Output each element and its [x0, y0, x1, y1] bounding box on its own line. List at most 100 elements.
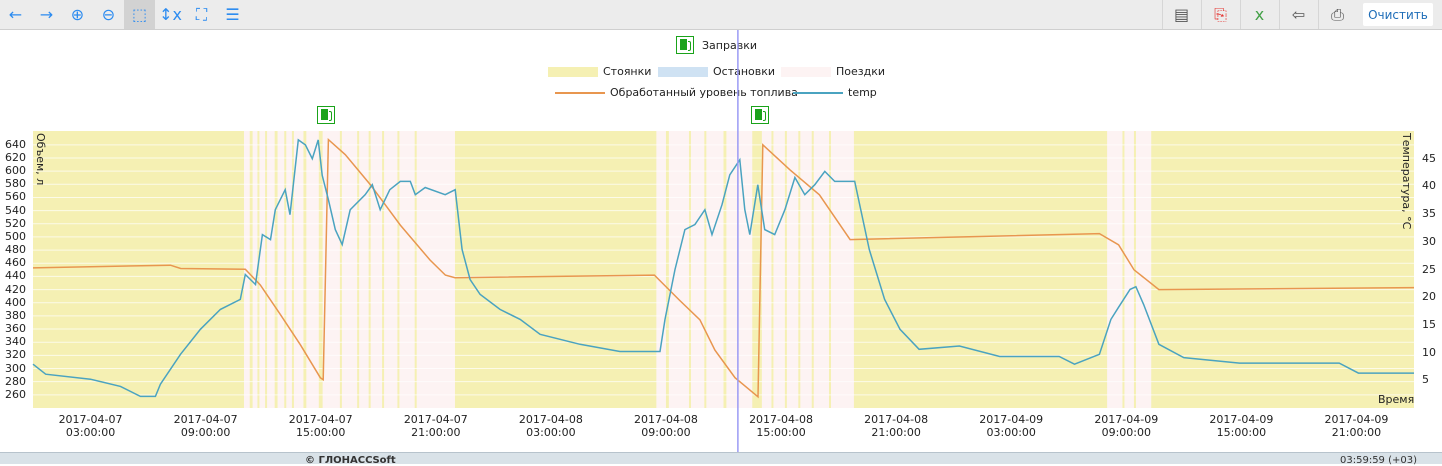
zoom-select-icon[interactable]: ⬚	[124, 0, 155, 29]
y-left-tick: 360	[5, 322, 26, 336]
y-right-tick: 25	[1422, 262, 1436, 276]
parking-band	[303, 131, 307, 408]
x-axis-label: Время	[1378, 393, 1415, 406]
x-tick: 2017-04-09 15:00:00	[1209, 413, 1274, 439]
y-right-tick: 10	[1422, 345, 1436, 359]
refuel-marker-icon[interactable]	[317, 106, 336, 124]
zoom-in-icon[interactable]: ⊕	[70, 5, 85, 24]
x-tick: 2017-04-08 03:00:00	[518, 413, 583, 439]
y-right-tick: 30	[1422, 234, 1436, 248]
legend-fuel[interactable]: Обработанный уровень топлива	[555, 86, 798, 99]
y-left-tick: 560	[5, 190, 26, 204]
x-tick: 2017-04-08 21:00:00	[864, 413, 929, 439]
trips-swatch	[781, 66, 831, 77]
zoom-out-icon[interactable]: ⊖	[101, 5, 116, 24]
parking-band	[257, 131, 260, 408]
y-right-tick: 20	[1422, 290, 1436, 304]
axis-x-icon[interactable]: ↕x	[159, 5, 182, 24]
y-right-tick: 45	[1422, 151, 1436, 165]
trip-band	[761, 131, 854, 408]
parking-swatch	[548, 66, 598, 77]
legend-parking-label: Стоянки	[603, 65, 652, 78]
copyright: © ГЛОНАССSoft	[305, 455, 396, 466]
y-left-tick: 540	[5, 203, 26, 217]
x-tick: 2017-04-07 21:00:00	[403, 413, 468, 439]
arrow-left-icon[interactable]: ←	[8, 5, 23, 24]
x-tick: 2017-04-09 03:00:00	[979, 413, 1044, 439]
x-tick: 2017-04-09 09:00:00	[1094, 413, 1159, 439]
legend-temp-label: temp	[848, 86, 877, 99]
y-left-tick: 380	[5, 308, 26, 322]
legend-refuel-label: Заправки	[702, 38, 757, 52]
legend-stops[interactable]: Остановки	[658, 65, 775, 78]
x-tick: 2017-04-07 15:00:00	[288, 413, 353, 439]
parking-band	[318, 131, 323, 408]
arrow-right-icon[interactable]: →	[39, 5, 54, 24]
fuel-level-line	[32, 137, 1415, 399]
parking-band	[284, 131, 287, 408]
y-left-tick: 460	[5, 256, 26, 270]
parking-band	[339, 131, 342, 408]
import-icon[interactable]: ⇦	[1279, 0, 1317, 29]
fit-screen-icon[interactable]: ⛶	[195, 4, 208, 24]
parking-band	[723, 131, 727, 408]
y-left-tick: 520	[5, 216, 26, 230]
left-axis-label: Объем, л	[34, 133, 47, 186]
fuel-line-swatch	[555, 91, 605, 94]
trip-band	[243, 131, 455, 408]
x-tick: 2017-04-07 09:00:00	[173, 413, 238, 439]
parking-band	[397, 131, 400, 408]
x-tick: 2017-04-08 09:00:00	[633, 413, 698, 439]
temp-line	[32, 138, 1414, 398]
legend-parking[interactable]: Стоянки	[548, 65, 651, 78]
y-left-tick: 620	[5, 150, 26, 164]
legend-trips-label: Поездки	[836, 65, 886, 78]
stops-swatch	[658, 66, 708, 77]
fuel-pump-icon	[676, 36, 694, 54]
trip-band	[1107, 131, 1152, 408]
x-tick: 2017-04-07 03:00:00	[58, 413, 123, 439]
parking-band	[771, 131, 774, 408]
legend-refuel[interactable]: Заправки	[676, 36, 757, 54]
y-right-tick: 5	[1422, 373, 1429, 387]
list-icon[interactable]: ☰	[225, 5, 240, 24]
y-left-tick: 440	[5, 269, 26, 283]
footer: © ГЛОНАССSoft 03:59:59 (+03)	[0, 452, 1442, 466]
parking-band	[688, 131, 691, 408]
parking-band	[414, 131, 417, 408]
y-left-tick: 300	[5, 361, 26, 375]
clock: 03:59:59 (+03)	[1340, 455, 1417, 466]
excel-icon[interactable]: x	[1240, 0, 1278, 29]
document-icon[interactable]: ▤	[1162, 0, 1200, 29]
y-left-tick: 340	[5, 335, 26, 349]
parking-band	[1122, 131, 1125, 408]
parking-band	[828, 131, 831, 408]
print-icon[interactable]: ⎙	[1318, 0, 1356, 29]
parking-band	[368, 131, 371, 408]
legend-trips[interactable]: Поездки	[781, 65, 885, 78]
legend-temp[interactable]: temp	[793, 86, 877, 99]
y-left-tick: 320	[5, 348, 26, 362]
y-right-tick: 40	[1422, 179, 1436, 193]
temp-line-swatch	[793, 91, 843, 94]
pdf-icon[interactable]: ⎘	[1201, 0, 1239, 29]
chart[interactable]	[0, 0, 1442, 452]
y-left-tick: 280	[5, 374, 26, 388]
y-left-tick: 420	[5, 282, 26, 296]
parking-band	[265, 131, 268, 408]
y-right-tick: 15	[1422, 317, 1436, 331]
refuel-marker-icon[interactable]	[750, 106, 769, 124]
parking-band	[665, 131, 669, 408]
parking-band	[784, 131, 787, 408]
y-left-tick: 580	[5, 177, 26, 191]
y-left-tick: 400	[5, 295, 26, 309]
x-tick: 2017-04-09 21:00:00	[1324, 413, 1389, 439]
y-left-tick: 600	[5, 164, 26, 178]
y-right-tick: 35	[1422, 207, 1436, 221]
y-left-tick: 260	[5, 387, 26, 401]
y-left-tick: 480	[5, 243, 26, 257]
parking-band	[704, 131, 707, 408]
parking-band	[811, 131, 814, 408]
toolbar: ← → ⊕ ⊖ ⬚ ↕x ⛶ ☰ ▤ ⎘ x ⇦ ⎙ Очистить	[0, 0, 1442, 30]
clear-button[interactable]: Очистить	[1363, 3, 1433, 26]
